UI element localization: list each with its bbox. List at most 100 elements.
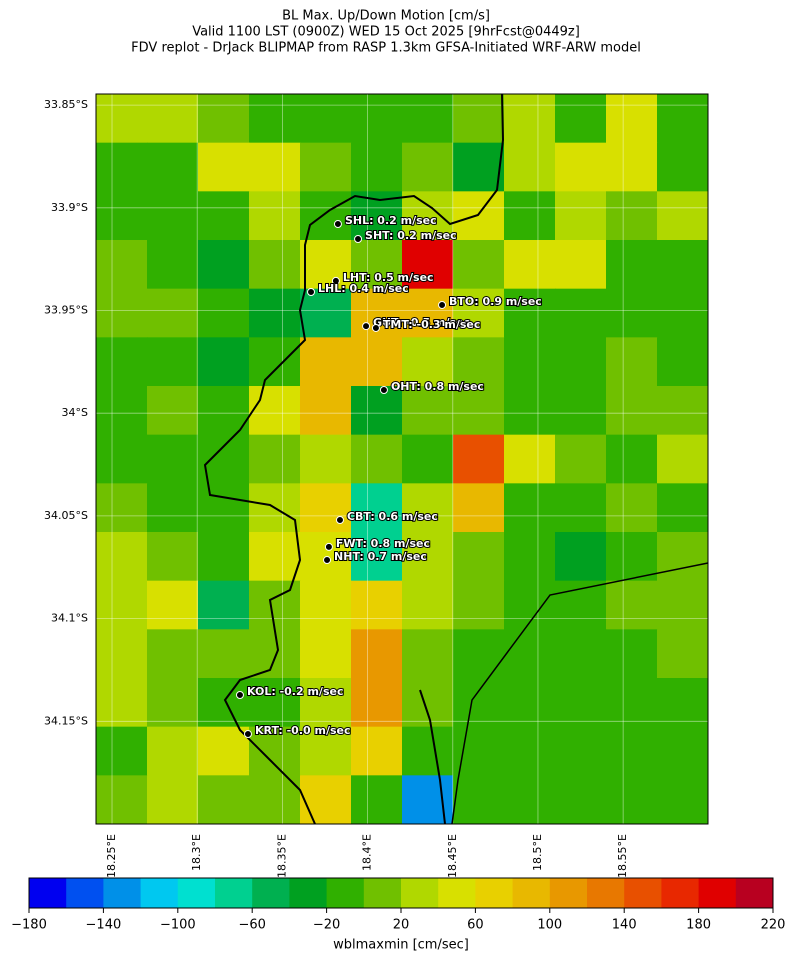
grid-cell	[198, 288, 250, 338]
grid-cell	[504, 678, 556, 728]
grid-cell	[351, 434, 403, 484]
lon-tick-label: 18.45°E	[446, 834, 459, 878]
grid-cell	[249, 775, 301, 825]
grid-cell	[402, 94, 454, 144]
station-marker	[333, 220, 342, 229]
colorbar-tick-label: −60	[238, 918, 265, 933]
grid-cell	[351, 726, 403, 776]
grid-cell	[453, 94, 505, 144]
grid-cell	[606, 726, 658, 776]
colorbar-tick-label: −100	[160, 918, 196, 933]
grid-cell	[96, 678, 148, 728]
grid-cell	[402, 532, 454, 582]
station-marker	[335, 516, 344, 525]
grid-cell	[555, 94, 607, 144]
station-label: KOL: -0.2 m/sec	[247, 685, 344, 698]
title-line: BL Max. Up/Down Motion [cm/s]	[282, 9, 490, 24]
grid-cell	[657, 775, 709, 825]
grid-cell	[504, 337, 556, 387]
grid-cell	[402, 288, 454, 338]
grid-cell	[402, 678, 454, 728]
grid-cell	[147, 288, 199, 338]
grid-cell	[453, 240, 505, 290]
lat-tick-label: 34.05°S	[44, 509, 88, 522]
coastline	[419, 689, 446, 825]
grid-cell	[504, 726, 556, 776]
station-label: NHT: 0.7 m/sec	[334, 550, 427, 563]
lon-tick-label: 18.4°E	[361, 834, 374, 871]
grid-cell	[351, 678, 403, 728]
grid-cell	[504, 94, 556, 144]
grid-cell	[351, 580, 403, 630]
grid-cell	[147, 483, 199, 533]
lat-tick-label: 33.95°S	[44, 303, 88, 316]
grid-cell	[147, 678, 199, 728]
grid-cell	[96, 580, 148, 630]
lat-tick-label: 34°S	[62, 406, 88, 419]
lat-tick-label: 33.9°S	[51, 201, 88, 214]
grid-cell	[606, 434, 658, 484]
colorbar-tick-label: 60	[467, 918, 484, 933]
grid-cell	[402, 142, 454, 192]
grid-cell	[300, 142, 352, 192]
grid-cell	[351, 94, 403, 144]
station-label: TMT: -0.3 m/sec	[383, 318, 480, 331]
grid-cell	[606, 678, 658, 728]
grid-cell	[453, 142, 505, 192]
station-marker	[371, 323, 380, 332]
grid-cell	[504, 191, 556, 241]
grid-cell	[657, 580, 709, 630]
colorbar-swatch	[735, 878, 774, 908]
grid-cell	[198, 337, 250, 387]
grid-cell	[555, 726, 607, 776]
grid-cell	[453, 629, 505, 679]
grid-cell	[147, 94, 199, 144]
colorbar-swatch	[661, 878, 699, 908]
grid-cell	[504, 288, 556, 338]
grid-cell	[96, 726, 148, 776]
grid-cell	[300, 337, 352, 387]
station-label: SHT: 0.2 m/sec	[365, 229, 457, 242]
colorbar-tick-label: −180	[11, 918, 47, 933]
colorbar-swatch	[624, 878, 662, 908]
colorbar-tick-label: 220	[761, 918, 786, 933]
grid-cell	[453, 386, 505, 436]
lon-tick-label: 18.3°E	[190, 834, 203, 871]
colorbar-tick-label: 100	[537, 918, 562, 933]
grid-cell	[402, 434, 454, 484]
grid-cell	[504, 386, 556, 436]
grid-cell	[555, 483, 607, 533]
grid-cell	[300, 483, 352, 533]
colorbar-swatch	[587, 878, 625, 908]
station-marker	[235, 691, 244, 700]
lat-tick-label: 34.15°S	[44, 714, 88, 727]
grid-cell	[198, 532, 250, 582]
grid-cell	[249, 337, 301, 387]
grid-cell	[96, 288, 148, 338]
grid-cell	[657, 288, 709, 338]
grid-cell	[147, 532, 199, 582]
grid-cell	[555, 434, 607, 484]
grid-cell	[249, 532, 301, 582]
grid-cell	[351, 483, 403, 533]
grid-cell	[402, 726, 454, 776]
grid-cell	[300, 580, 352, 630]
grid-cell	[402, 775, 454, 825]
grid-cell	[555, 240, 607, 290]
grid-cell	[249, 288, 301, 338]
station-label: LHL: 0.4 m/sec	[318, 282, 409, 295]
colorbar-tick-label: 20	[393, 918, 410, 933]
station-marker	[243, 730, 252, 739]
grid-cell	[453, 191, 505, 241]
colorbar-swatch	[401, 878, 439, 908]
grid-cell	[96, 142, 148, 192]
grid-cell	[300, 240, 352, 290]
grid-cell	[96, 775, 148, 825]
grid-cell	[402, 337, 454, 387]
grid-cell	[453, 580, 505, 630]
grid-cell	[96, 434, 148, 484]
grid-cell	[606, 580, 658, 630]
colorbar-swatch	[215, 878, 253, 908]
grid-cell	[453, 532, 505, 582]
grid-cell	[402, 191, 454, 241]
